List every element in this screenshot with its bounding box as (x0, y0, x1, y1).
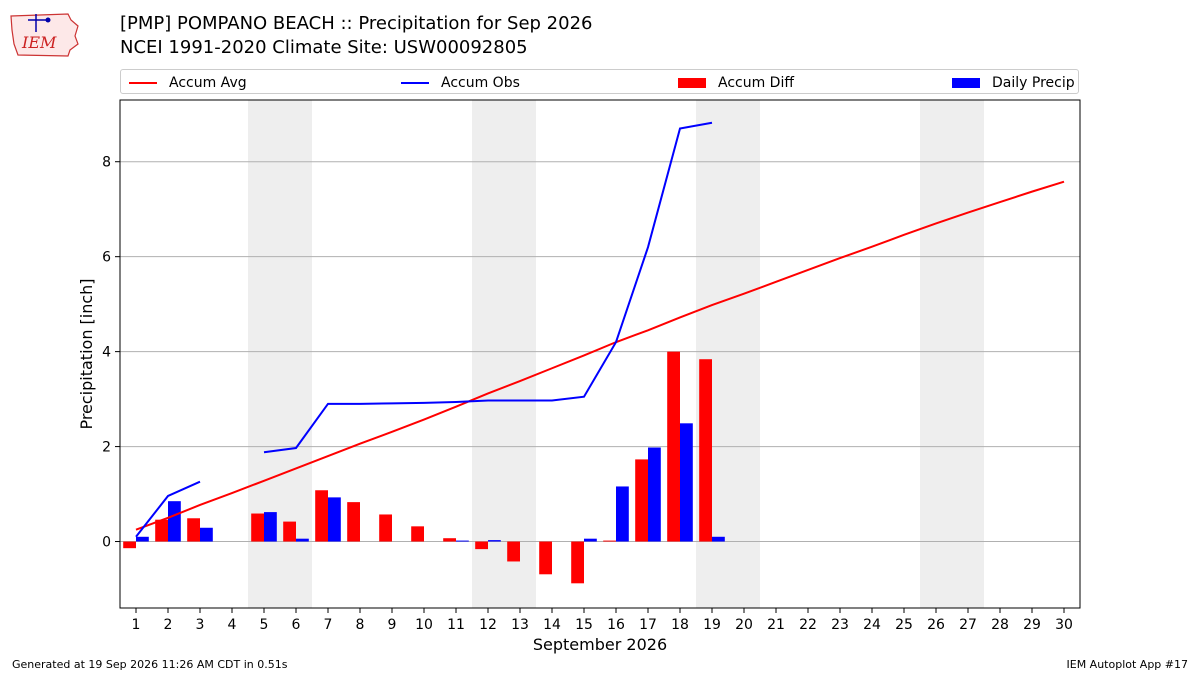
daily-precip-bar (584, 538, 597, 542)
x-tick-label: 1 (132, 617, 141, 633)
x-tick-label: 3 (196, 617, 205, 633)
weekend-shade (728, 100, 760, 608)
y-axis-label: Precipitation [inch] (77, 278, 96, 429)
weekend-shade (504, 100, 536, 608)
accum-diff-bar (667, 351, 680, 542)
accum-diff-bar (443, 538, 456, 542)
x-tick-label: 16 (607, 617, 625, 633)
y-tick-label: 4 (102, 345, 111, 361)
accum-diff-bar (507, 541, 520, 562)
x-tick-label: 20 (735, 617, 753, 633)
accum-diff-bar (603, 540, 616, 542)
x-tick-label: 26 (927, 617, 945, 633)
x-tick-label: 12 (479, 617, 497, 633)
x-axis-label: September 2026 (533, 635, 667, 654)
y-tick-label: 2 (102, 440, 111, 456)
daily-precip-bar (456, 540, 469, 542)
accum-avg-line (135, 180, 1065, 531)
x-tick-label: 6 (292, 617, 301, 633)
x-tick-label: 2 (164, 617, 173, 633)
plot-frame (119, 99, 1081, 609)
accum-diff-bar (315, 490, 328, 542)
accum-obs-line (135, 480, 201, 538)
weekend-shade (472, 100, 504, 608)
x-tick-label: 11 (447, 617, 465, 633)
x-tick-label: 25 (895, 617, 913, 633)
app-credit: IEM Autoplot App #17 (1066, 658, 1189, 671)
x-tick-label: 17 (639, 617, 657, 633)
x-tick-label: 23 (831, 617, 849, 633)
accum-diff-bar (475, 541, 488, 550)
x-tick-label: 13 (511, 617, 529, 633)
accum-diff-bar (539, 541, 552, 575)
legend-label: Accum Avg (169, 74, 247, 91)
y-tick-label: 8 (102, 155, 111, 171)
x-tick-label: 4 (228, 617, 237, 633)
legend-item-daily-precip: Daily Precip (952, 70, 1075, 95)
x-tick-label: 10 (415, 617, 433, 633)
legend-swatch (401, 81, 429, 84)
accum-diff-bar (699, 359, 712, 542)
x-tick-label: 8 (356, 617, 365, 633)
chart-subtitle: NCEI 1991-2020 Climate Site: USW00092805 (120, 37, 528, 58)
accum-diff-bar (187, 518, 200, 542)
legend-label: Accum Obs (441, 74, 520, 91)
daily-precip-bar (616, 486, 629, 542)
daily-precip-bar (136, 536, 149, 542)
station-cup (45, 17, 51, 23)
daily-precip-bar (168, 501, 181, 542)
y-tick-label: 6 (102, 250, 111, 266)
legend-item-accum-diff: Accum Diff (678, 70, 794, 95)
accum-diff-bar (571, 541, 584, 584)
accum-diff-bar (635, 459, 648, 542)
accum-diff-bar (123, 541, 136, 549)
daily-precip-bar (488, 540, 501, 542)
daily-precip-bar (680, 423, 693, 542)
x-tick-label: 14 (543, 617, 561, 633)
daily-precip-bar (200, 527, 213, 542)
chart-legend: Accum Avg Accum Obs Accum Diff Daily Pre… (120, 69, 1079, 94)
accum-diff-bar (379, 514, 392, 542)
accum-diff-bar (155, 519, 168, 542)
x-tick-label: 19 (703, 617, 721, 633)
logo-text: IEM (21, 33, 57, 52)
x-tick-label: 15 (575, 617, 593, 633)
accum-diff-bar (347, 502, 360, 542)
chart-title: [PMP] POMPANO BEACH :: Precipitation for… (120, 13, 593, 34)
accum-diff-bar (411, 526, 424, 542)
x-tick-label: 29 (1023, 617, 1041, 633)
legend-label: Daily Precip (992, 74, 1075, 91)
y-tick-label: 0 (102, 535, 111, 551)
x-tick-label: 21 (767, 617, 785, 633)
daily-precip-bar (712, 536, 725, 542)
x-tick-label: 18 (671, 617, 689, 633)
x-tick-label: 22 (799, 617, 817, 633)
legend-item-accum-avg: Accum Avg (129, 70, 247, 95)
daily-precip-bar (328, 497, 341, 542)
accum-obs-line (263, 121, 713, 454)
x-tick-label: 24 (863, 617, 881, 633)
x-tick-label: 27 (959, 617, 977, 633)
x-tick-label: 5 (260, 617, 269, 633)
iem-logo: IEM (10, 13, 79, 57)
daily-precip-bar (264, 512, 277, 542)
legend-swatch (129, 81, 157, 84)
legend-swatch (952, 77, 980, 88)
weekend-shade (952, 100, 984, 608)
accum-diff-bar (251, 513, 264, 542)
x-tick-label: 30 (1055, 617, 1073, 633)
weekend-shade (920, 100, 952, 608)
legend-label: Accum Diff (718, 74, 795, 91)
iowa-state-outline-icon (10, 13, 79, 57)
legend-item-accum-obs: Accum Obs (401, 70, 520, 95)
x-tick-label: 7 (324, 617, 333, 633)
x-tick-label: 9 (388, 617, 397, 633)
daily-precip-bar (296, 538, 309, 542)
daily-precip-bar (648, 447, 661, 542)
legend-swatch (678, 77, 706, 88)
accum-diff-bar (283, 521, 296, 542)
x-tick-label: 28 (991, 617, 1009, 633)
generated-timestamp: Generated at 19 Sep 2026 11:26 AM CDT in… (12, 658, 288, 671)
